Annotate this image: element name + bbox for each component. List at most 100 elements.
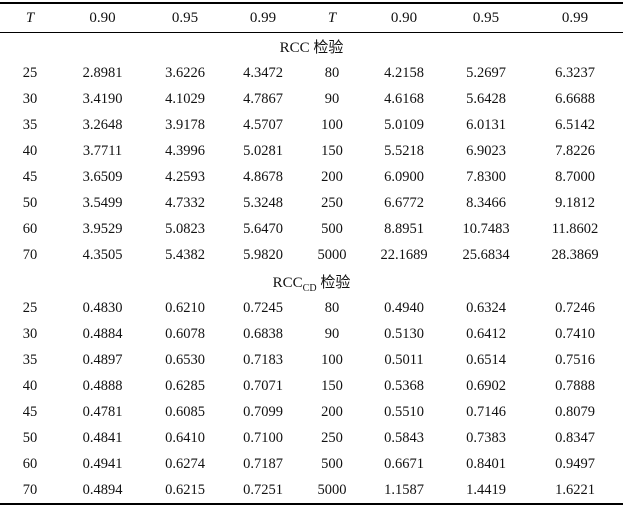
table-cell: 0.6530 [165,351,205,368]
table-cell: 0.6285 [165,377,205,394]
table-cell: 0.5130 [384,325,424,342]
table-row: 60 3.9529 5.0823 5.6470 500 8.8951 10.7483 11.8… [0,216,623,242]
table-cell: 5.3248 [243,194,283,211]
table-cell: 45 [22,168,38,185]
table-cell: 0.7187 [243,455,283,472]
table-cell: 0.6412 [466,325,506,342]
table-row: 25 0.4830 0.6210 0.7245 80 0.4940 0.6324 0.7246 [0,295,623,321]
table-cell: 0.6671 [384,455,424,472]
table-cell: 0.4894 [82,481,123,498]
table-cell: 100 [321,351,343,368]
table-cell: 0.6078 [165,325,205,342]
table-cell: 4.3472 [243,64,283,81]
table-cell: 200 [321,403,343,420]
table-cell: 5.0109 [384,116,424,133]
table-cell: 70 [22,481,38,498]
table-cell: 6.6772 [384,194,424,211]
section-title: RCCCD 检验 [0,268,623,295]
table-cell: 0.7888 [555,377,595,394]
table-cell: 0.6838 [243,325,283,342]
section-title-base: RCC [272,275,303,291]
table-cell: 0.4884 [82,325,123,342]
table-cell: 6.0900 [384,168,424,185]
table-cell: 0.6902 [466,377,506,394]
table-cell: 6.0131 [466,116,506,133]
table-cell: 5.0281 [243,142,283,159]
table-cell: 0.7246 [555,299,595,316]
column-header-095-left: 0.95 [145,3,225,33]
table-cell: 4.3996 [165,142,205,159]
table-cell: 0.8401 [466,455,506,472]
table-cell: 70 [22,246,38,263]
table-cell: 0.7100 [243,429,283,446]
table-cell: 60 [22,220,38,237]
table-cell: 0.7410 [555,325,595,342]
table-cell: 0.8347 [555,429,595,446]
table-cell: 40 [22,142,38,159]
table-cell: 40 [22,377,38,394]
table-cell: 8.3466 [466,194,506,211]
table-cell: 200 [321,168,343,185]
table-cell: 45 [22,403,38,420]
table-row: 45 3.6509 4.2593 4.8678 200 6.0900 7.8300 8.700… [0,164,623,190]
table-row: 60 0.4941 0.6274 0.7187 500 0.6671 0.8401 0.949… [0,451,623,477]
table-cell: 4.7867 [243,90,283,107]
table-cell: 6.9023 [466,142,506,159]
table-cell: 4.8678 [243,168,283,185]
table-cell: 30 [22,325,38,342]
table-cell: 3.9529 [82,220,123,237]
table-cell: 3.6509 [82,168,123,185]
table-cell: 0.6210 [165,299,205,316]
critical-values-table: T 0.90 0.95 0.99 T 0.90 0.95 0.99 RCC 检验… [0,2,623,505]
table-row: 50 3.5499 4.7332 5.3248 250 6.6772 8.3466 9.181… [0,190,623,216]
section-title-label: 检验 [309,40,344,56]
table-row: 45 0.4781 0.6085 0.7099 200 0.5510 0.7146 0.807… [0,399,623,425]
table-cell: 3.4190 [82,90,123,107]
section-title-label: 检验 [316,275,351,291]
table-cell: 0.6410 [165,429,205,446]
table-cell: 0.4888 [82,377,123,394]
table-row: 25 2.8981 3.6226 4.3472 80 4.2158 5.2697 6.3237 [0,60,623,86]
table-cell: 5.0823 [165,220,205,237]
table-cell: 0.4781 [82,403,123,420]
section-title-base: RCC [279,40,310,56]
table-cell: 0.8079 [555,403,595,420]
column-header-099-left: 0.99 [225,3,301,33]
table-cell: 5000 [317,481,347,498]
table-cell: 2.8981 [82,64,123,81]
table-cell: 5.6428 [466,90,506,107]
table-cell: 1.6221 [555,481,595,498]
table-cell: 7.8300 [466,168,506,185]
table-cell: 4.6168 [384,90,424,107]
table-cell: 25.6834 [462,246,510,263]
table-cell: 0.4841 [82,429,123,446]
table-cell: 7.8226 [555,142,595,159]
table-cell: 4.2158 [384,64,424,81]
table-row: 40 0.4888 0.6285 0.7071 150 0.5368 0.6902 0.788… [0,373,623,399]
table-cell: 90 [324,90,340,107]
table-cell: 100 [321,116,343,133]
table-cell: 10.7483 [462,220,510,237]
table-cell: 0.4941 [82,455,123,472]
table-cell: 5000 [317,246,347,263]
table-cell: 4.3505 [82,246,123,263]
table-row: 40 3.7711 4.3996 5.0281 150 5.5218 6.9023 7.822… [0,138,623,164]
table-row: 50 0.4841 0.6410 0.7100 250 0.5843 0.7383 0.834… [0,425,623,451]
header-row: T 0.90 0.95 0.99 T 0.90 0.95 0.99 [0,3,623,33]
table-cell: 3.6226 [165,64,205,81]
section-title-subscript: CD [302,283,317,294]
column-header-t-left: T [0,3,60,33]
table-cell: 5.5218 [384,142,424,159]
table-cell: 0.6215 [165,481,205,498]
table-cell: 8.8951 [384,220,424,237]
table-cell: 5.6470 [243,220,283,237]
table-cell: 0.7245 [243,299,283,316]
table-cell: 5.2697 [466,64,506,81]
column-header-090-left: 0.90 [60,3,145,33]
table-cell: 0.7071 [243,377,283,394]
table-cell: 250 [321,194,343,211]
table-cell: 30 [22,90,38,107]
table-cell: 4.1029 [165,90,205,107]
table-cell: 90 [324,325,340,342]
column-header-095-right: 0.95 [445,3,527,33]
